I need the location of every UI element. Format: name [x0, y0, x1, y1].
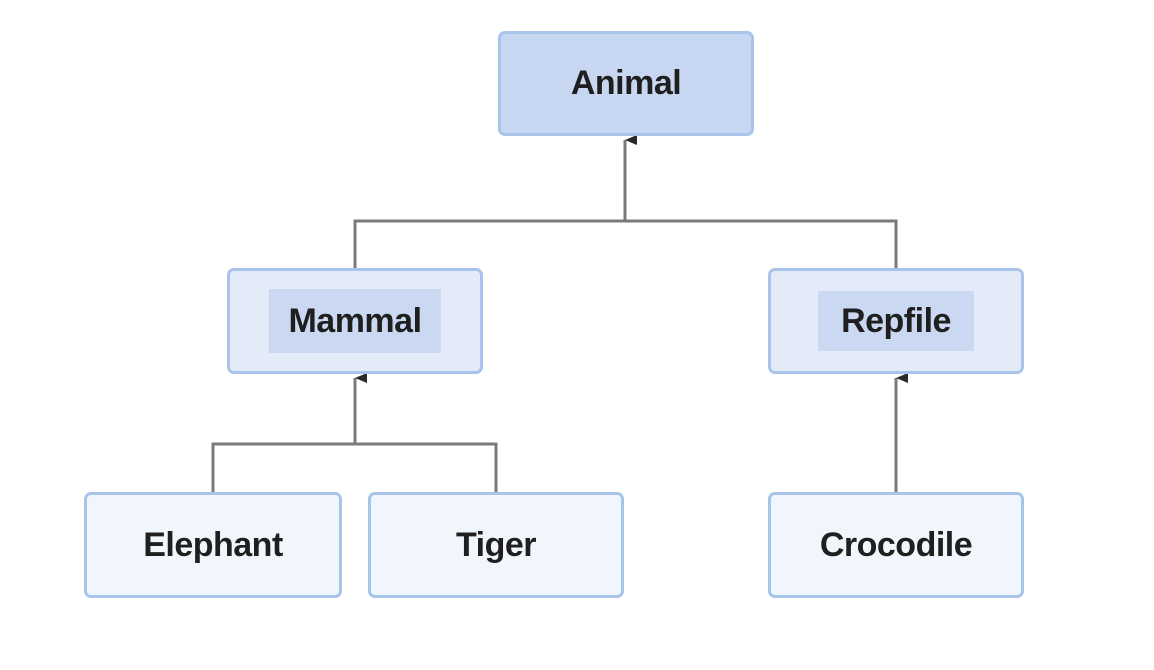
- node-mammal: Mammal: [227, 268, 483, 374]
- edge-mammal-repfile-to-animal: [353, 219, 898, 268]
- node-mammal-label: Mammal: [288, 301, 422, 340]
- node-repfile: Repfile: [768, 268, 1024, 374]
- node-repfile-label: Repfile: [841, 301, 951, 340]
- node-tiger: Tiger: [368, 492, 624, 598]
- node-animal-label: Animal: [570, 64, 682, 102]
- edge-elephant-tiger-to-mammal: [211, 442, 498, 492]
- node-repfile-chip: Repfile: [818, 291, 974, 351]
- node-crocodile-label: Crocodile: [819, 525, 973, 564]
- node-crocodile: Crocodile: [768, 492, 1024, 598]
- node-tiger-label: Tiger: [455, 525, 537, 564]
- node-animal: Animal: [498, 31, 754, 136]
- node-elephant: Elephant: [84, 492, 342, 598]
- node-elephant-label: Elephant: [143, 525, 283, 564]
- node-mammal-chip: Mammal: [269, 289, 441, 353]
